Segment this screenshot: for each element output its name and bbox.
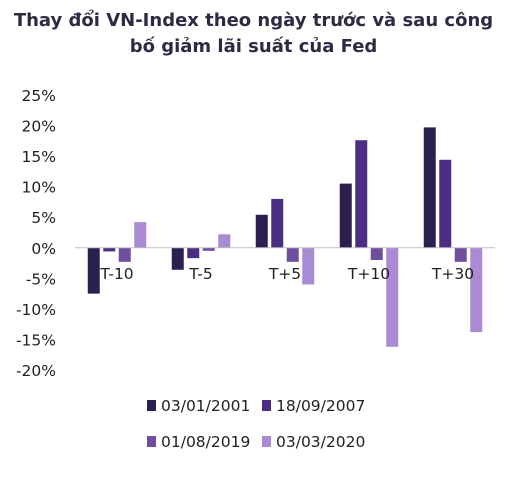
bar [339, 183, 352, 248]
legend-label: 03/01/2001 [161, 397, 250, 415]
bar [386, 247, 399, 347]
y-axis-labels: 25% 20% 15% 10% 5% 0% -5% -10% -15% -20% [16, 87, 56, 380]
legend-label: 01/08/2019 [161, 433, 250, 451]
category-label: T+5 [268, 265, 301, 283]
category-label: T+30 [431, 265, 474, 283]
y-tick-label: 25% [22, 87, 56, 105]
category-label: T-5 [188, 265, 213, 283]
bar [286, 247, 299, 262]
chart-title: Thay đổi VN-Index theo ngày trước và sau… [0, 8, 507, 60]
bar [423, 127, 436, 248]
legend: 03/01/2001 18/09/2007 01/08/2019 03/03/2020 [147, 397, 365, 451]
bar [454, 247, 467, 262]
bar [202, 247, 215, 251]
legend-swatch [147, 400, 156, 411]
y-tick-label: 10% [22, 179, 56, 197]
legend-swatch [262, 400, 271, 411]
y-tick-label: -5% [26, 270, 56, 288]
bar [470, 247, 483, 333]
y-tick-label: -10% [16, 301, 56, 319]
bar [134, 222, 147, 248]
y-tick-label: 0% [31, 240, 56, 258]
bars [87, 127, 483, 347]
chart-title-line-1: Thay đổi VN-Index theo ngày trước và sau… [13, 10, 494, 31]
category-label: T-10 [99, 265, 133, 283]
y-tick-label: -20% [16, 362, 56, 380]
bar [439, 159, 452, 248]
legend-swatch [262, 436, 271, 447]
legend-label: 03/03/2020 [276, 433, 365, 451]
category-label: T+10 [347, 265, 390, 283]
bar [87, 247, 100, 294]
y-tick-label: 5% [31, 209, 56, 227]
y-tick-label: 20% [22, 118, 56, 136]
chart-title-line-2: bố giảm lãi suất của Fed [129, 36, 378, 57]
bar [103, 247, 116, 252]
bar [271, 198, 284, 248]
bar [171, 247, 184, 270]
legend-swatch [147, 436, 156, 447]
y-tick-label: -15% [16, 331, 56, 349]
legend-label: 18/09/2007 [276, 397, 365, 415]
bar [187, 247, 200, 259]
bar [118, 247, 131, 262]
bar [255, 214, 268, 248]
bar [370, 247, 383, 260]
bar [355, 140, 368, 248]
category-labels: T-10 T-5 T+5 T+10 T+30 [99, 265, 474, 283]
y-tick-label: 15% [22, 148, 56, 166]
bar [302, 247, 315, 285]
bar [218, 234, 231, 248]
